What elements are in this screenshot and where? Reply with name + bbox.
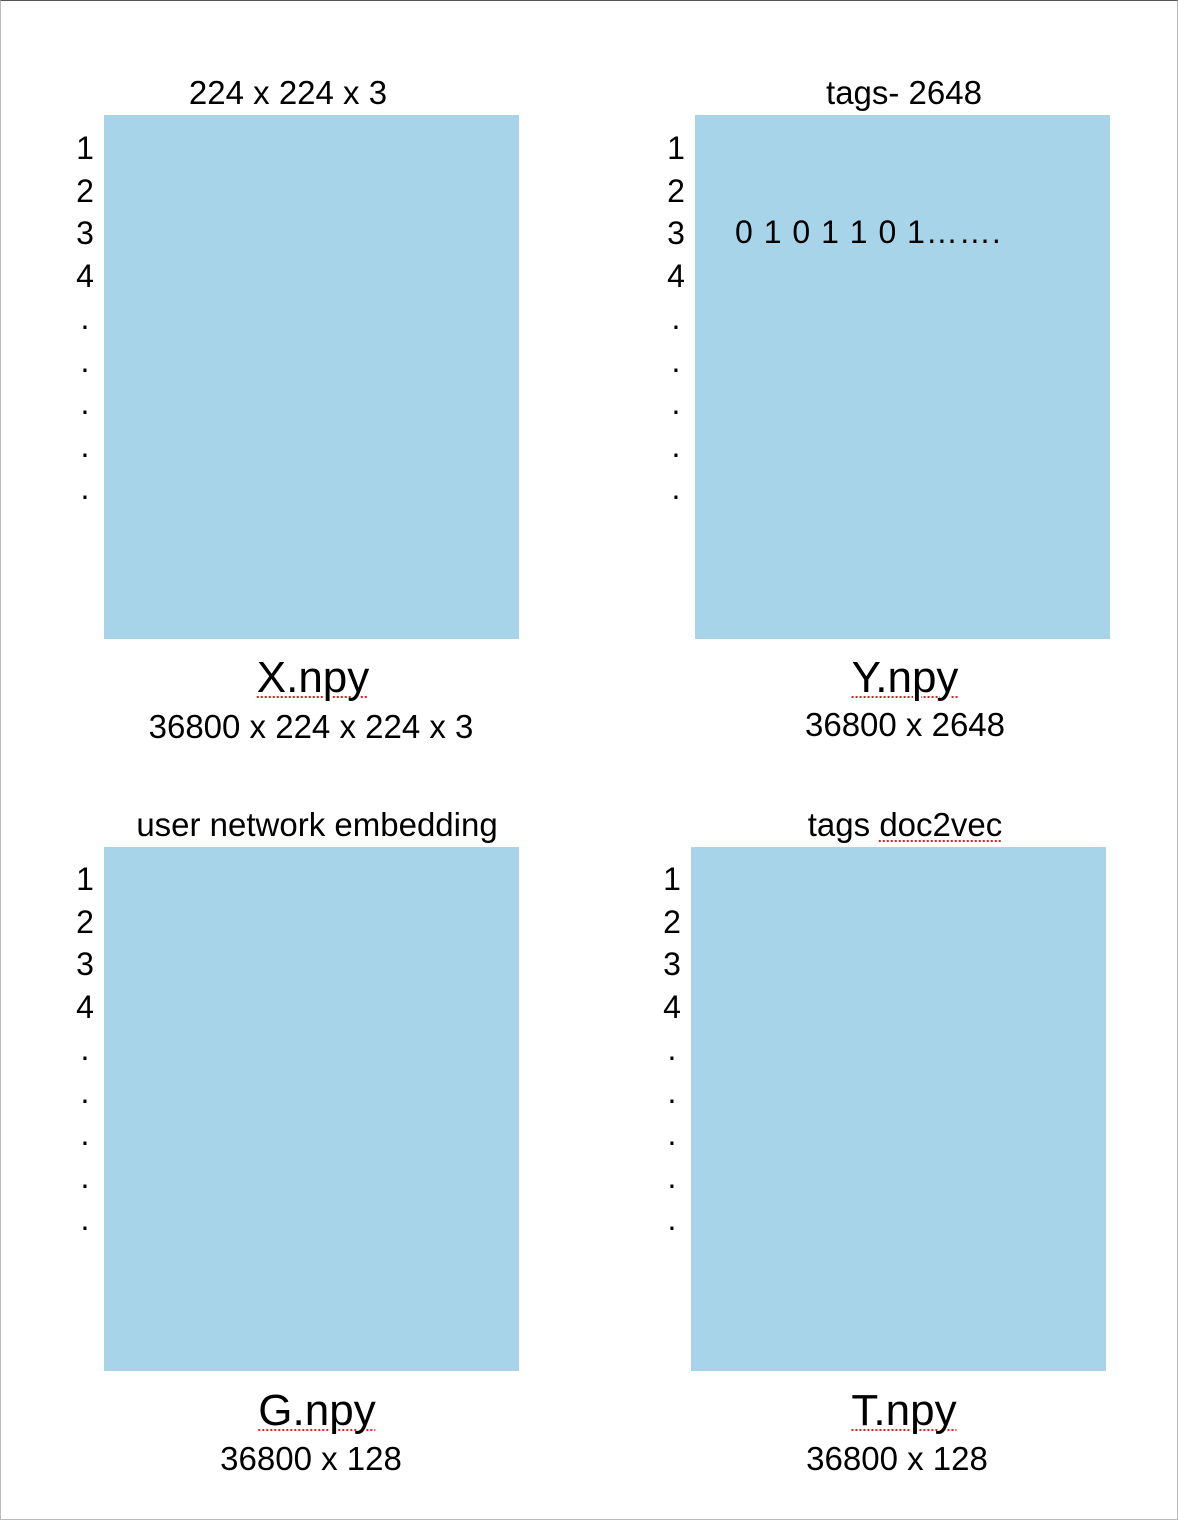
row-label: . bbox=[80, 300, 90, 336]
row-label: 1 bbox=[76, 861, 94, 897]
row-label: 4 bbox=[76, 988, 94, 1025]
row-label: 2 bbox=[76, 903, 94, 940]
row-label: 3 bbox=[76, 215, 94, 251]
y-top-label: tags- 2648 bbox=[826, 74, 982, 111]
x-filename-text: X.npy bbox=[256, 653, 370, 702]
t-matrix-rect bbox=[691, 847, 1106, 1371]
row-label: 2 bbox=[667, 172, 685, 209]
g-filename-text: G.npy bbox=[258, 1386, 376, 1435]
y-matrix-rect bbox=[695, 115, 1110, 639]
row-label: . bbox=[80, 1073, 90, 1110]
row-label: . bbox=[671, 385, 681, 421]
row-label: . bbox=[80, 1031, 90, 1067]
row-label: . bbox=[667, 1031, 677, 1067]
row-label: . bbox=[671, 470, 681, 506]
row-label: . bbox=[667, 1201, 677, 1237]
x-top-label: 224 x 224 x 3 bbox=[188, 74, 388, 111]
row-label: . bbox=[667, 1158, 677, 1195]
row-label: 4 bbox=[667, 257, 685, 294]
row-label: 4 bbox=[663, 988, 681, 1025]
row-label: . bbox=[671, 427, 681, 464]
g-row-labels: 1 2 3 4 . . . . . bbox=[65, 858, 105, 1241]
row-label: 1 bbox=[663, 861, 681, 897]
row-label: . bbox=[80, 385, 90, 421]
row-label: . bbox=[667, 1116, 677, 1152]
t-filename: T.npy bbox=[851, 1386, 956, 1436]
row-label: . bbox=[80, 1116, 90, 1152]
row-label: 3 bbox=[76, 946, 94, 982]
row-label: . bbox=[80, 470, 90, 506]
row-label: 2 bbox=[76, 172, 94, 209]
x-row-labels: 1 2 3 4 . . . . . bbox=[65, 127, 105, 510]
row-label: . bbox=[80, 1158, 90, 1195]
y-filename-text: Y.npy bbox=[851, 653, 959, 702]
t-top-label-word: doc2vec bbox=[879, 806, 1003, 843]
row-label: . bbox=[80, 1201, 90, 1237]
row-label: 4 bbox=[76, 257, 94, 294]
t-top-label: tags doc2vec bbox=[808, 805, 1002, 845]
row-label: 1 bbox=[667, 130, 685, 166]
y-row-labels: 1 2 3 4 . . . . . bbox=[656, 127, 696, 510]
t-row-labels: 1 2 3 4 . . . . . bbox=[652, 858, 692, 1241]
y-binary-row: 0 1 0 1 1 0 1……. bbox=[735, 214, 1002, 250]
t-dimensions: 36800 x 128 bbox=[806, 1440, 988, 1477]
y-filename: Y.npy bbox=[852, 653, 959, 703]
row-label: . bbox=[671, 300, 681, 336]
row-label: 1 bbox=[76, 130, 94, 166]
row-label: 2 bbox=[663, 903, 681, 940]
row-label: 3 bbox=[667, 215, 685, 251]
x-matrix-rect bbox=[104, 115, 519, 639]
y-dimensions: 36800 x 2648 bbox=[804, 706, 1006, 743]
g-filename: G.npy bbox=[258, 1386, 375, 1436]
row-label: . bbox=[667, 1073, 677, 1110]
row-label: . bbox=[80, 342, 90, 379]
row-label: 3 bbox=[663, 946, 681, 982]
x-filename: X.npy bbox=[257, 653, 370, 703]
t-filename-text: T.npy bbox=[851, 1386, 957, 1435]
g-top-label: user network embedding bbox=[136, 806, 498, 843]
g-dimensions: 36800 x 128 bbox=[220, 1440, 402, 1477]
g-matrix-rect bbox=[104, 847, 519, 1371]
row-label: . bbox=[671, 342, 681, 379]
x-dimensions: 36800 x 224 x 224 x 3 bbox=[148, 708, 474, 745]
row-label: . bbox=[80, 427, 90, 464]
t-top-label-prefix: tags bbox=[807, 806, 880, 843]
